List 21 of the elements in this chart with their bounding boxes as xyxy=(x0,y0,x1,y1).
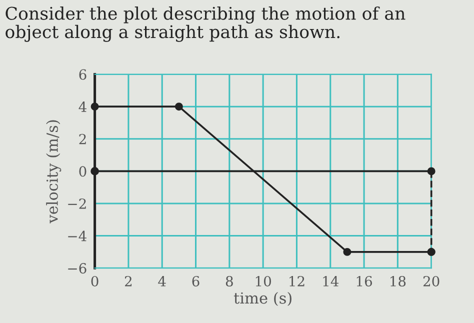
y-tick-label: −4 xyxy=(68,230,86,242)
y-tick-label: 0 xyxy=(79,166,86,177)
x-tick-label: 0 xyxy=(91,276,98,286)
chart-title: Consider the plot describing the motion of an object along a straight path as shown. xyxy=(6,6,406,42)
x-tick-label: 8 xyxy=(226,276,233,286)
x-tick-label: 6 xyxy=(192,276,200,286)
x-tick-label: 14 xyxy=(323,276,339,286)
y-tick-label: 4 xyxy=(78,102,86,112)
y-tick-label: −6 xyxy=(68,263,86,274)
x-tick-label: 20 xyxy=(423,276,440,286)
x-tick-label: 2 xyxy=(124,276,132,286)
y-tick-label: −2 xyxy=(68,198,86,209)
x-tick-label: 10 xyxy=(256,276,271,286)
y-tick-label: 2 xyxy=(79,134,86,144)
y-axis-title: velocity (m/s) xyxy=(46,120,62,224)
x-tick-label: 12 xyxy=(290,276,304,286)
x-axis-title: time (s) xyxy=(234,292,292,306)
x-tick-label: 16 xyxy=(356,276,372,286)
x-tick-label: 4 xyxy=(158,276,166,286)
y-tick-label: 6 xyxy=(79,69,86,80)
x-tick-label: 18 xyxy=(390,276,406,286)
